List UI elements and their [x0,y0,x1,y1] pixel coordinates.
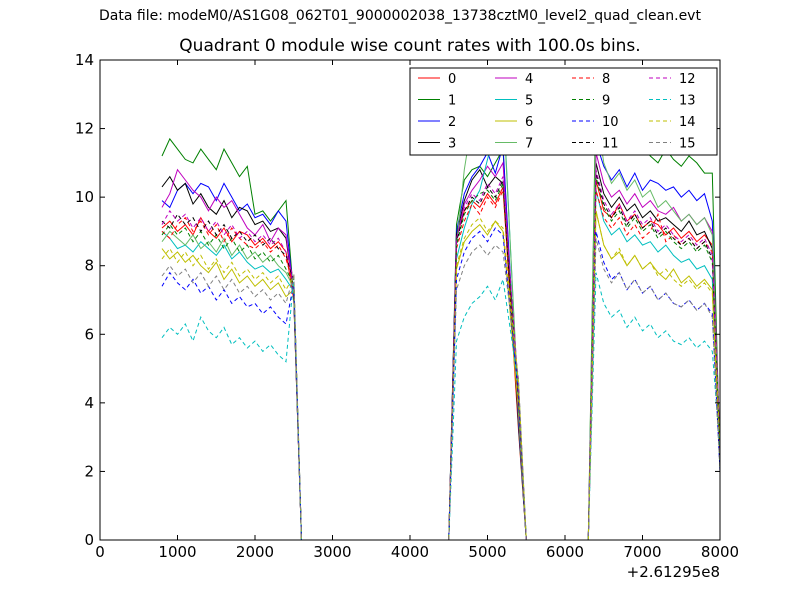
series-line-12 [161,169,721,541]
series-lines [161,87,721,541]
x-tick-label: 4000 [391,543,429,561]
legend-label-9: 9 [602,94,610,109]
series-line-6 [161,210,721,541]
figure-supertitle: Data file: modeM0/AS1G08_062T01_90000020… [99,8,701,24]
series-line-13 [161,272,721,541]
x-tick-label: 1000 [158,543,196,561]
y-tick-label: 12 [75,120,94,138]
x-tick-label: 5000 [468,543,506,561]
series-line-0 [161,179,721,541]
series-line-3 [161,162,721,541]
x-tick-label: 2000 [236,543,274,561]
x-tick-label: 0 [95,543,105,561]
x-tick-label: 8000 [701,543,739,561]
series-line-4 [161,152,721,541]
legend-label-12: 12 [679,72,696,87]
x-tick-label: 7000 [623,543,661,561]
x-tick-label: 6000 [546,543,584,561]
legend-label-14: 14 [679,115,696,130]
series-line-2 [161,142,721,541]
y-tick-label: 2 [84,462,94,480]
chart-title: Quadrant 0 module wise count rates with … [179,36,641,56]
y-tick-label: 0 [84,531,94,549]
legend-label-1: 1 [448,94,456,109]
y-tick-label: 4 [84,394,94,412]
series-line-5 [161,94,721,541]
y-tick-label: 6 [84,325,94,343]
legend-label-13: 13 [679,94,696,109]
axis-ticks: 0 1000 2000 3000 4000 5000 6000 7000 80000246810… [75,51,739,561]
legend-label-8: 8 [602,72,610,87]
y-tick-label: 8 [84,257,94,275]
legend-label-15: 15 [679,137,696,152]
y-tick-label: 14 [75,51,94,69]
y-tick-label: 10 [75,188,94,206]
legend-label-7: 7 [525,137,533,152]
series-line-8 [161,190,721,541]
legend-label-4: 4 [525,72,533,87]
x-offset-label: +2.61295e8 [627,563,720,581]
series-line-11 [161,172,721,541]
series-line-10 [161,227,721,541]
legend-label-5: 5 [525,94,533,109]
series-line-15 [161,238,721,541]
legend-label-0: 0 [448,72,456,87]
legend-box [409,67,718,156]
x-tick-label: 3000 [313,543,351,561]
legend-label-11: 11 [602,137,619,152]
legend-label-10: 10 [602,115,619,130]
legend-label-2: 2 [448,115,456,130]
series-line-14 [161,210,721,541]
legend-label-3: 3 [448,137,456,152]
series-line-9 [161,176,721,541]
legend-label-6: 6 [525,115,533,130]
